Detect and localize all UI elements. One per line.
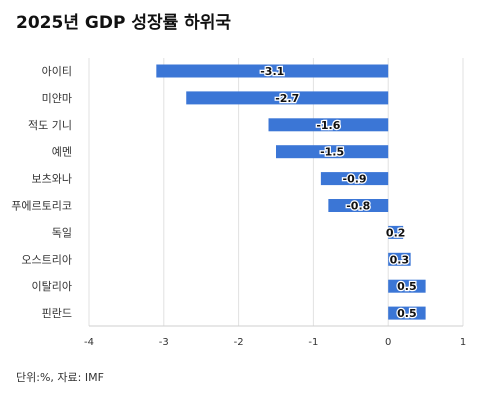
- bar: [388, 306, 426, 320]
- category-label: 미얀마: [42, 91, 72, 105]
- data-label: 0.2: [386, 226, 406, 239]
- data-label: -0.9: [343, 173, 367, 186]
- category-label: 보츠와나: [32, 173, 72, 186]
- grid-lines: [88, 58, 464, 327]
- x-tick-label: -2: [234, 337, 244, 348]
- category-label: 이탈리아: [32, 280, 72, 293]
- category-label: 오스트리아: [21, 253, 72, 266]
- source-note: 단위:%, 자료: IMF: [16, 371, 104, 384]
- bar: [186, 91, 389, 105]
- category-label: 푸에르토리코: [11, 200, 72, 213]
- bar: [328, 199, 389, 212]
- x-tick-label: -3: [159, 337, 169, 348]
- x-tick-label: 0: [385, 337, 391, 348]
- chart-title: 2025년 GDP 성장률 하위국: [16, 13, 232, 33]
- data-label: 0.3: [390, 253, 410, 266]
- bar: [156, 64, 389, 78]
- data-label: -0.8: [346, 200, 370, 213]
- category-label: 핀란드: [42, 307, 72, 320]
- bar: [388, 279, 426, 293]
- x-tick-label: 1: [460, 337, 466, 348]
- category-label: 적도 기니: [28, 119, 72, 132]
- bar: [388, 252, 411, 266]
- data-label: -2.7: [275, 92, 299, 105]
- data-label: -1.5: [320, 146, 344, 159]
- data-label: -1.6: [316, 119, 340, 132]
- data-label: 0.5: [397, 307, 417, 320]
- bar: [268, 118, 389, 132]
- bar: [320, 172, 389, 186]
- category-label: 아이티: [42, 65, 72, 78]
- x-tick-label: -1: [308, 337, 318, 348]
- bar: [276, 145, 389, 159]
- labels: -4 -3 -2 -1 0 1 아이티 -3.1 미얀마 -2.7 적도 기니 -1.6 예멘 -1.5 보…: [11, 64, 466, 348]
- category-label: 독일: [52, 225, 72, 239]
- data-label: -3.1: [260, 65, 284, 78]
- category-label: 예멘: [52, 146, 72, 159]
- bars: [156, 64, 426, 320]
- bar: [388, 225, 404, 239]
- x-tick-label: -4: [84, 337, 94, 348]
- data-label: 0.5: [397, 280, 417, 293]
